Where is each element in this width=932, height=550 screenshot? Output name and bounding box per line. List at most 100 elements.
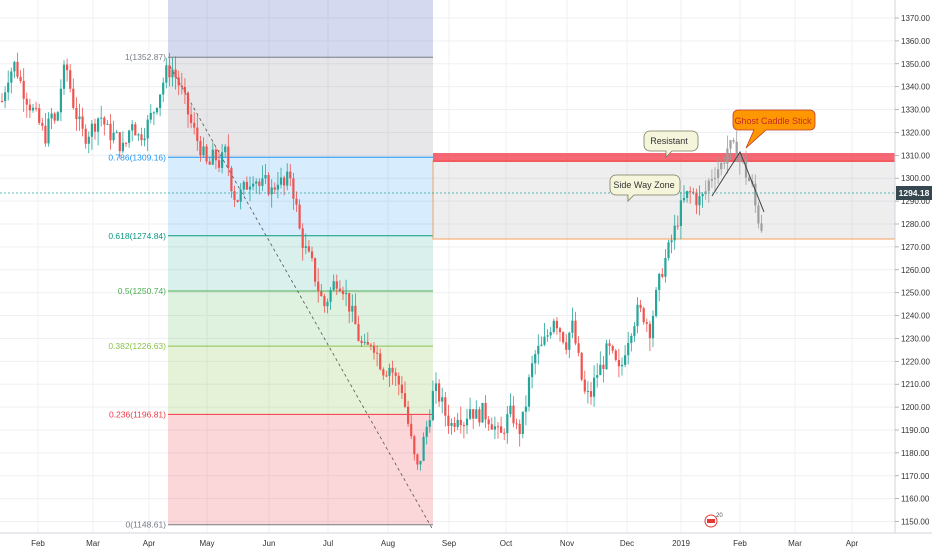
candle-body xyxy=(351,305,354,312)
candle-body xyxy=(630,335,633,344)
candle-body xyxy=(227,146,230,169)
candle-body xyxy=(369,344,372,346)
candle-body xyxy=(447,415,450,426)
candle-body xyxy=(304,246,307,248)
side-way-zone-box xyxy=(432,160,896,240)
candle-body xyxy=(78,116,81,120)
candle-body xyxy=(577,343,580,353)
fib-level-label: 0(1148.61) xyxy=(126,520,167,530)
candle-body xyxy=(177,77,180,86)
time-axis: Feb Mar Apr May Jun Jul Aug Sep Oct Nov Dec 2019 Feb… xyxy=(31,539,858,548)
fib-fill-band xyxy=(168,235,433,291)
candle-body xyxy=(137,134,140,136)
candle-body xyxy=(106,123,109,125)
candle-body xyxy=(720,162,723,170)
candle-body xyxy=(713,177,717,180)
candle-body xyxy=(239,189,242,202)
candle-body xyxy=(503,432,506,434)
y-tick-label: 1320.00 xyxy=(901,128,930,137)
y-tick-label: 1370.00 xyxy=(901,14,930,23)
candle-body xyxy=(568,332,571,350)
candle-body xyxy=(341,290,345,295)
candle-body xyxy=(701,194,704,197)
candle-body xyxy=(487,419,490,425)
candle-body xyxy=(168,65,171,78)
candle-body xyxy=(66,64,69,71)
candle-body xyxy=(419,460,422,465)
candle-body xyxy=(611,346,614,351)
candle-body xyxy=(159,94,162,109)
candle-body xyxy=(648,323,651,339)
x-tick-label: Nov xyxy=(560,539,574,548)
x-tick-label: Feb xyxy=(31,539,45,548)
candle-body xyxy=(162,82,165,95)
candle-body xyxy=(205,146,208,162)
candle-body xyxy=(0,100,4,102)
x-tick-label: May xyxy=(199,539,214,548)
candle-body xyxy=(664,257,667,277)
economic-event-icon[interactable]: 20 xyxy=(704,513,723,528)
candle-body xyxy=(140,134,143,141)
candle-body xyxy=(335,281,338,289)
resistant-label: Resistant xyxy=(650,136,688,146)
candle-body xyxy=(261,178,264,186)
candle-body xyxy=(689,191,692,193)
candle-body xyxy=(348,292,351,312)
candle-body xyxy=(636,304,639,327)
candle-body xyxy=(605,343,608,370)
candle-body xyxy=(633,326,636,336)
side-way-bubble xyxy=(609,174,681,202)
last-price-badge xyxy=(896,186,932,200)
candle-body xyxy=(670,240,673,243)
candle-body xyxy=(521,411,524,434)
candle-body xyxy=(558,328,562,333)
x-tick-label: 2019 xyxy=(672,539,690,548)
candle-body xyxy=(382,369,385,376)
fib-level-label: 0.618(1274.84) xyxy=(108,231,166,241)
candle-body xyxy=(593,377,596,397)
y-tick-label: 1280.00 xyxy=(901,220,930,229)
candle-body xyxy=(211,149,214,165)
candle-body xyxy=(118,132,121,152)
candle-body xyxy=(329,290,332,302)
y-tick-label: 1230.00 xyxy=(901,334,930,343)
fib-fill-band xyxy=(168,414,433,525)
candle-body xyxy=(121,142,124,152)
candle-body xyxy=(692,191,695,193)
candle-body xyxy=(397,375,400,385)
candle-body xyxy=(4,92,7,102)
candle-body xyxy=(506,414,509,434)
candle-body xyxy=(193,122,196,128)
y-tick-label: 1170.00 xyxy=(901,472,930,481)
candle-body xyxy=(286,171,289,186)
candle-body xyxy=(416,454,419,465)
candle-body xyxy=(540,344,543,346)
candle-body xyxy=(639,304,642,309)
candle-body xyxy=(152,112,155,114)
candle-body xyxy=(112,132,115,141)
candle-body xyxy=(283,177,286,186)
candle-body xyxy=(686,191,689,198)
candle-body xyxy=(642,308,645,323)
candle-body xyxy=(134,124,137,136)
candle-body xyxy=(155,108,159,113)
candle-body xyxy=(248,186,252,190)
candle-body xyxy=(366,341,369,345)
candle-body xyxy=(202,146,205,156)
trend-dash-line xyxy=(169,65,434,531)
candle-body xyxy=(50,113,53,119)
candle-body xyxy=(589,391,593,397)
candle-body xyxy=(549,332,552,336)
candle-body xyxy=(698,196,701,206)
candle-body xyxy=(320,291,323,297)
candle-body xyxy=(245,181,248,190)
candle-body xyxy=(741,155,744,160)
candle-body xyxy=(450,423,453,426)
candle-body xyxy=(53,113,56,121)
candle-body xyxy=(580,352,583,380)
candle-body xyxy=(462,425,465,427)
fib-fill-top xyxy=(168,0,433,58)
candle-body xyxy=(394,372,397,376)
candle-body xyxy=(453,423,456,427)
